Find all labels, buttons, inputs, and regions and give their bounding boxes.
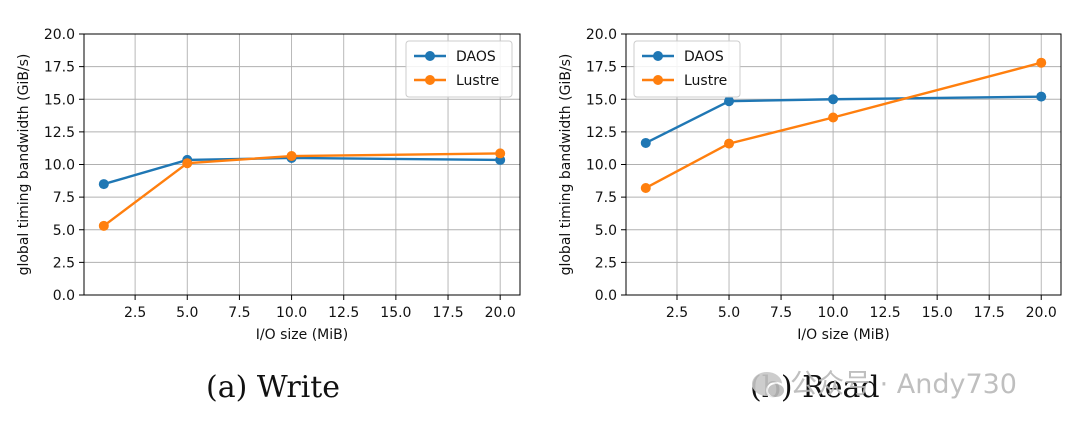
legend: DAOS Lustre bbox=[633, 40, 741, 98]
x-tick-label: 2.5 bbox=[666, 305, 688, 321]
x-tick-label: 2.5 bbox=[124, 305, 146, 321]
chart-write: 2.5 5.0 7.5 10.0 12.5 15.0 17.5 20.0 0.0 2.5 5.0 7.… bbox=[16, 27, 521, 343]
y-tick-label: 2.5 bbox=[53, 255, 75, 271]
data-point-daos bbox=[98, 179, 109, 190]
y-tick-label: 0.0 bbox=[53, 288, 75, 304]
legend-label-lustre: Lustre bbox=[456, 73, 499, 89]
legend-marker-daos bbox=[425, 51, 435, 61]
data-point-lustre bbox=[495, 148, 506, 159]
data-point-daos bbox=[828, 94, 839, 105]
x-tick-label: 12.5 bbox=[328, 305, 359, 321]
data-point-lustre bbox=[640, 182, 651, 193]
x-tick-label: 17.5 bbox=[974, 305, 1005, 321]
x-tick-label: 10.0 bbox=[818, 305, 849, 321]
legend-marker-daos bbox=[653, 51, 663, 61]
x-tick-label: 15.0 bbox=[380, 305, 411, 321]
x-axis-label: I/O size (MiB) bbox=[797, 327, 889, 343]
y-tick-label: 20.0 bbox=[586, 27, 617, 43]
y-tick-label: 7.5 bbox=[595, 190, 617, 206]
watermark-text: 公众号 · Andy730 bbox=[790, 369, 1017, 400]
y-tick-label: 5.0 bbox=[595, 223, 617, 239]
x-tick-label: 15.0 bbox=[922, 305, 953, 321]
y-tick-label: 12.5 bbox=[44, 125, 75, 141]
y-tick-label: 5.0 bbox=[53, 223, 75, 239]
y-tick-label: 0.0 bbox=[595, 288, 617, 304]
data-point-lustre bbox=[724, 138, 735, 149]
caption-write: (a) Write bbox=[206, 370, 341, 405]
data-point-daos bbox=[724, 96, 735, 107]
legend: DAOS Lustre bbox=[405, 40, 513, 98]
series-line-lustre bbox=[103, 152, 501, 227]
data-point-lustre bbox=[286, 151, 297, 162]
x-tick-label: 5.0 bbox=[176, 305, 198, 321]
x-tick-label: 7.5 bbox=[228, 305, 250, 321]
series-line-daos bbox=[645, 95, 1042, 145]
x-tick-label: 20.0 bbox=[1026, 305, 1057, 321]
x-tick-label: 10.0 bbox=[276, 305, 307, 321]
y-axis-label: global timing bandwidth (GiB/s) bbox=[558, 54, 574, 276]
y-tick-label: 15.0 bbox=[44, 92, 75, 108]
legend-label-daos: DAOS bbox=[456, 49, 496, 65]
data-point-lustre bbox=[182, 158, 193, 169]
data-point-daos bbox=[640, 137, 651, 148]
y-tick-label: 20.0 bbox=[44, 27, 75, 43]
x-tick-label: 20.0 bbox=[485, 305, 516, 321]
y-tick-label: 17.5 bbox=[44, 60, 75, 76]
chat-bubble-icon bbox=[752, 372, 786, 399]
x-tick-label: 7.5 bbox=[770, 305, 792, 321]
data-point-daos bbox=[1036, 91, 1047, 102]
data-point-lustre bbox=[1036, 57, 1047, 68]
y-tick-label: 10.0 bbox=[44, 158, 75, 174]
x-tick-label: 17.5 bbox=[432, 305, 463, 321]
y-tick-label: 15.0 bbox=[586, 92, 617, 108]
x-axis-label: I/O size (MiB) bbox=[256, 327, 348, 343]
watermark: 公众号 · Andy730 bbox=[752, 362, 1017, 401]
y-axis-label: global timing bandwidth (GiB/s) bbox=[16, 54, 32, 276]
x-tick-label: 5.0 bbox=[718, 305, 740, 321]
y-tick-label: 12.5 bbox=[586, 125, 617, 141]
data-point-lustre bbox=[98, 220, 109, 231]
y-tick-label: 17.5 bbox=[586, 60, 617, 76]
legend-marker-lustre bbox=[653, 75, 663, 85]
y-tick-label: 2.5 bbox=[595, 255, 617, 271]
y-tick-label: 7.5 bbox=[53, 190, 75, 206]
chart-read: 2.5 5.0 7.5 10.0 12.5 15.0 17.5 20.0 0.0 2.5 5.0 7.… bbox=[558, 27, 1062, 343]
legend-marker-lustre bbox=[425, 75, 435, 85]
legend-label-lustre: Lustre bbox=[684, 73, 727, 89]
legend-label-daos: DAOS bbox=[684, 49, 724, 65]
y-tick-label: 10.0 bbox=[586, 158, 617, 174]
x-tick-label: 12.5 bbox=[870, 305, 901, 321]
series-line-lustre bbox=[645, 61, 1042, 190]
data-point-lustre bbox=[828, 112, 839, 123]
